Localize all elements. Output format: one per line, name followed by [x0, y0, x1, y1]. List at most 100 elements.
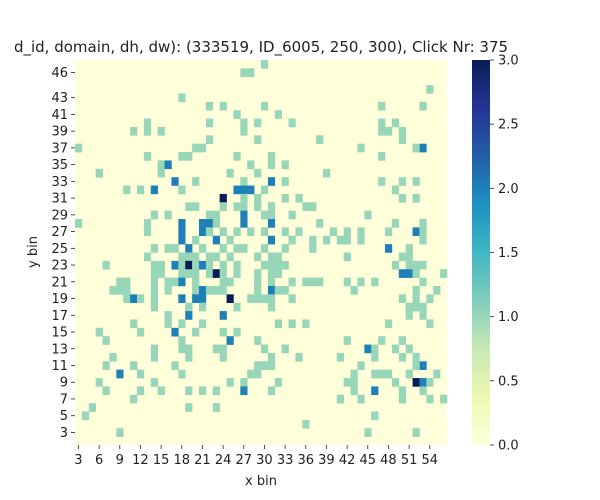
heatmap-cell: [171, 361, 179, 370]
heatmap-cell: [295, 193, 303, 203]
heatmap-cell: [398, 177, 406, 186]
heatmap-cell: [199, 260, 207, 270]
heatmap-cell: [164, 311, 172, 320]
heatmap-cell: [350, 386, 358, 396]
heatmap-cell: [267, 269, 276, 278]
heatmap-cell: [130, 394, 138, 404]
y-tick-label: 43: [51, 91, 68, 106]
heatmap-cell: [212, 403, 220, 412]
heatmap-cell: [426, 294, 434, 304]
heatmap-cell: [185, 302, 193, 312]
heatmap-cell: [433, 285, 441, 295]
heatmap-cell: [274, 285, 282, 295]
heatmap-cell: [240, 126, 248, 136]
heatmap-cell: [240, 118, 248, 128]
heatmap-cell: [385, 227, 393, 237]
heatmap-cell: [336, 352, 344, 362]
heatmap-cell: [219, 193, 227, 203]
heatmap-cell: [130, 294, 138, 304]
y-tick-label: 25: [51, 242, 68, 257]
heatmap-cell: [116, 285, 124, 295]
x-tick-label: 9: [116, 453, 124, 468]
heatmap-cell: [240, 177, 248, 186]
heatmap-cell: [398, 336, 406, 345]
heatmap-cell: [185, 311, 193, 320]
heatmap-cell: [426, 378, 434, 387]
y-tick-label: 9: [60, 376, 68, 391]
heatmap-cell: [323, 235, 331, 245]
x-tick-label: 36: [298, 453, 315, 468]
y-tick-label: 13: [51, 342, 68, 357]
heatmap-cell: [261, 244, 269, 253]
heatmap-cell: [205, 269, 214, 278]
heatmap-cell: [240, 219, 248, 228]
heatmap-cell: [219, 311, 227, 320]
heatmap-cell: [247, 185, 255, 195]
heatmap-cell: [164, 210, 172, 220]
heatmap-cell: [233, 302, 241, 312]
heatmap-cell: [405, 302, 413, 312]
heatmap-cell: [192, 327, 200, 337]
heatmap-cell: [150, 210, 158, 220]
heatmap-cell: [157, 160, 165, 170]
heatmap-cell: [226, 235, 234, 245]
heatmap-cell: [426, 85, 434, 94]
heatmap-cell: [240, 210, 248, 220]
heatmap-cell: [199, 386, 207, 396]
heatmap-cell: [288, 118, 296, 128]
heatmap-cell: [185, 344, 193, 354]
heatmap-cell: [281, 285, 289, 295]
heatmap-cell: [398, 352, 406, 362]
heatmap-cell: [247, 68, 255, 78]
heatmap-cell: [157, 260, 165, 270]
heatmap-cell: [192, 260, 200, 270]
heatmap-cell: [405, 244, 413, 253]
heatmap-cell: [364, 344, 372, 354]
heatmap-cell: [371, 369, 379, 379]
heatmap-cell: [226, 277, 234, 287]
heatmap-cell: [288, 277, 296, 287]
x-tick-label: 30: [256, 453, 273, 468]
heatmap-cell: [398, 252, 406, 262]
heatmap-cell: [254, 269, 262, 278]
heatmap-cell: [267, 252, 276, 262]
heatmap-cell: [157, 386, 165, 396]
heatmap-cell: [419, 260, 427, 270]
heatmap-cell: [178, 277, 186, 287]
heatmap-cell: [412, 193, 420, 203]
x-tick-label: 12: [132, 453, 149, 468]
heatmap-cell: [281, 193, 289, 203]
heatmap-cell: [123, 185, 131, 195]
heatmap-cell: [288, 235, 296, 245]
x-tick-label: 39: [318, 453, 335, 468]
heatmap-cell: [419, 361, 427, 370]
heatmap-cell: [137, 294, 145, 304]
heatmap-cell: [178, 93, 186, 103]
heatmap-cell: [357, 394, 365, 404]
y-tick-label: 41: [51, 108, 68, 123]
heatmap-cell: [192, 177, 200, 186]
colorbar-tick-label: 2.0: [498, 182, 519, 197]
heatmap-cell: [137, 386, 145, 396]
heatmap-cell: [185, 269, 193, 278]
heatmap-cell: [254, 252, 262, 262]
heatmap-cell: [233, 152, 241, 161]
heatmap-cell: [199, 302, 207, 312]
y-tick-label: 37: [51, 141, 68, 156]
heatmap-cell: [205, 135, 214, 144]
x-axis-label: x bin: [245, 474, 277, 489]
heatmap-cell: [343, 336, 351, 345]
heatmap-cell: [281, 160, 289, 170]
heatmap-cell: [150, 185, 158, 195]
heatmap-cell: [226, 252, 234, 262]
heatmap-cell: [185, 260, 193, 270]
heatmap-cell: [240, 378, 248, 387]
heatmap-cell: [412, 143, 420, 153]
heatmap-cell: [254, 294, 262, 304]
heatmap-cell: [267, 277, 276, 287]
heatmap-cell: [254, 285, 262, 295]
heatmap-cell: [343, 227, 351, 237]
heatmap-cell: [233, 244, 241, 253]
heatmap-cell: [205, 118, 214, 128]
heatmap-cell: [192, 294, 200, 304]
